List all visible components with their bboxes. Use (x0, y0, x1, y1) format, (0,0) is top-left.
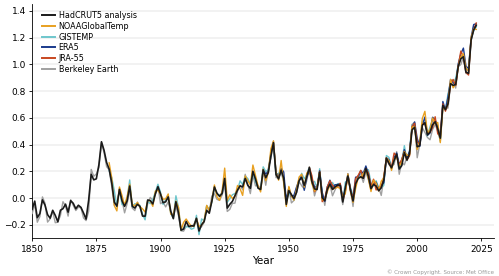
Legend: HadCRUT5 analysis, NOAAGlobalTemp, GISTEMP, ERA5, JRA-55, Berkeley Earth: HadCRUT5 analysis, NOAAGlobalTemp, GISTE… (41, 9, 138, 75)
Text: © Crown Copyright. Source: Met Office: © Crown Copyright. Source: Met Office (387, 269, 494, 275)
X-axis label: Year: Year (252, 256, 274, 266)
